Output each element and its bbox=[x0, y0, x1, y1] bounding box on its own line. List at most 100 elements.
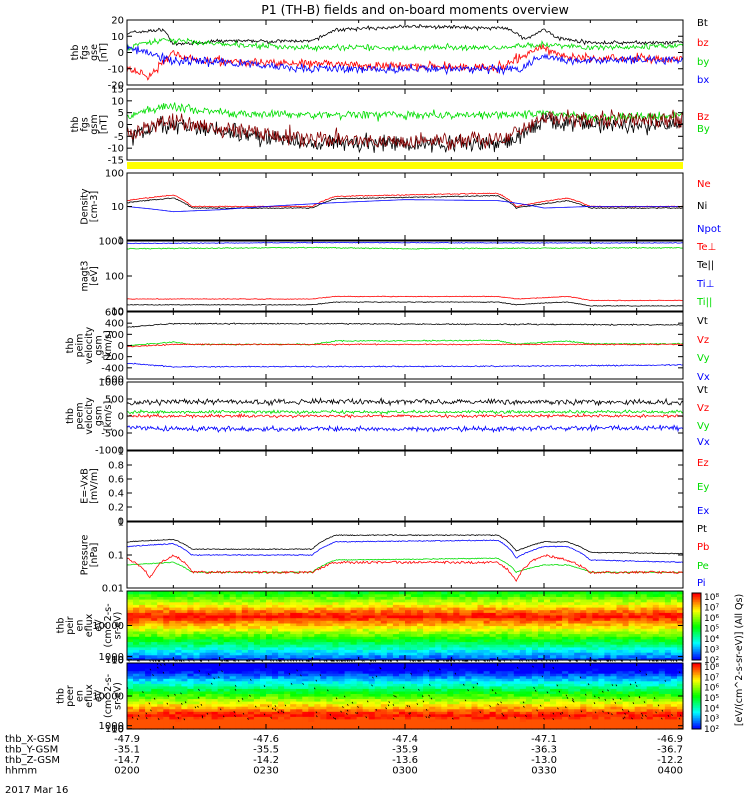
heatmap-cell bbox=[471, 678, 479, 682]
heatmap-cell bbox=[592, 593, 599, 597]
heatmap-cell bbox=[145, 696, 152, 700]
heatmap-cell bbox=[314, 638, 321, 643]
heatmap-cell bbox=[223, 646, 231, 650]
heatmap-cell bbox=[229, 665, 237, 669]
heatmap-cell bbox=[677, 657, 684, 661]
heatmap-cell bbox=[133, 636, 140, 640]
heatmap-cell bbox=[217, 698, 225, 702]
heatmap-cell bbox=[423, 696, 430, 700]
heatmap-cell bbox=[399, 688, 406, 692]
heatmap-cell bbox=[229, 708, 237, 712]
heatmap-cell bbox=[622, 596, 630, 600]
heatmap-cell bbox=[302, 721, 309, 725]
heatmap-cell bbox=[344, 609, 352, 613]
heatmap-cell bbox=[326, 617, 333, 621]
heatmap-cell bbox=[241, 641, 249, 645]
heatmap-cell bbox=[151, 703, 158, 707]
heatmap-cell bbox=[392, 723, 400, 727]
heatmap-cell bbox=[604, 636, 611, 640]
heatmap-cell bbox=[284, 604, 291, 608]
heatmap-cell bbox=[284, 649, 291, 653]
heatmap-cell bbox=[235, 599, 243, 603]
heatmap-cell bbox=[586, 698, 593, 702]
heatmap-cell bbox=[610, 622, 618, 627]
heatmap-cell bbox=[139, 633, 146, 637]
heatmap-cell bbox=[544, 593, 551, 597]
heatmap-cell bbox=[562, 683, 569, 687]
heatmap-cell bbox=[157, 721, 164, 725]
heatmap-cell bbox=[538, 680, 545, 684]
heatmap-cell bbox=[550, 646, 557, 650]
heatmap-cell bbox=[417, 604, 424, 608]
heatmap-cell bbox=[610, 665, 618, 669]
heatmap-cell bbox=[338, 620, 346, 624]
heatmap-cell bbox=[139, 696, 146, 700]
heatmap-cell bbox=[199, 620, 207, 624]
heatmap-cell bbox=[235, 644, 243, 648]
heatmap-cell bbox=[441, 604, 448, 608]
heatmap-cell bbox=[362, 630, 370, 635]
heatmap-cell bbox=[483, 620, 491, 624]
y-tick-label: 10000 bbox=[92, 621, 124, 632]
heatmap-cell bbox=[139, 668, 146, 672]
heatmap-cell bbox=[266, 654, 273, 658]
heatmap-cell bbox=[429, 718, 436, 722]
heatmap-cell bbox=[169, 633, 176, 637]
y-tick-label: 10 bbox=[111, 655, 124, 666]
heatmap-cell bbox=[465, 726, 472, 730]
heatmap-cell bbox=[175, 665, 182, 669]
heatmap-cell bbox=[574, 685, 581, 689]
heatmap-cell bbox=[519, 601, 527, 605]
heatmap-cell bbox=[453, 612, 460, 616]
heatmap-cell bbox=[374, 654, 382, 658]
heatmap-cell bbox=[163, 706, 170, 710]
heatmap-cell bbox=[392, 630, 400, 635]
heatmap-cell bbox=[386, 723, 394, 727]
heatmap-cell bbox=[634, 617, 642, 621]
heatmap-cell bbox=[513, 614, 521, 619]
heatmap-cell bbox=[181, 726, 188, 730]
heatmap-cell bbox=[193, 698, 201, 702]
heatmap-cell bbox=[181, 625, 188, 629]
heatmap-cell bbox=[217, 665, 225, 669]
heatmap-cell bbox=[495, 630, 503, 635]
heatmap-cell bbox=[253, 693, 261, 697]
heatmap-cell bbox=[211, 696, 219, 700]
heatmap-cell bbox=[290, 609, 297, 613]
heatmap-cell bbox=[127, 625, 134, 629]
heatmap-cell bbox=[253, 718, 261, 722]
heatmap-cell bbox=[193, 708, 201, 712]
heatmap-cell bbox=[163, 604, 170, 608]
heatmap-cell bbox=[459, 617, 466, 621]
heatmap-cell bbox=[235, 620, 243, 624]
heatmap-cell bbox=[139, 617, 146, 621]
heatmap-cell bbox=[592, 708, 599, 712]
heatmap-cell bbox=[241, 606, 249, 611]
heatmap-cell bbox=[380, 708, 388, 712]
heatmap-cell bbox=[145, 606, 152, 611]
heatmap-cell bbox=[362, 716, 370, 720]
heatmap-cell bbox=[278, 703, 285, 707]
heatmap-cell bbox=[290, 690, 297, 694]
heatmap-cell bbox=[326, 703, 333, 707]
heatmap-cell bbox=[386, 612, 394, 616]
heatmap-cell bbox=[610, 601, 618, 605]
heatmap-cell bbox=[507, 663, 515, 667]
heatmap-cell bbox=[477, 644, 485, 648]
heatmap-cell bbox=[507, 701, 515, 705]
heatmap-cell bbox=[362, 591, 370, 595]
heatmap-cell bbox=[314, 641, 321, 645]
heatmap-cell bbox=[217, 718, 225, 722]
heatmap-cell bbox=[604, 711, 611, 715]
heatmap-cell bbox=[501, 620, 509, 624]
y-axis-label-line: magt3 bbox=[79, 261, 90, 292]
heatmap-cell bbox=[169, 678, 176, 682]
heatmap-cell bbox=[151, 601, 158, 605]
heatmap-cell bbox=[380, 606, 388, 611]
heatmap-cell bbox=[483, 633, 491, 637]
heatmap-cell bbox=[592, 630, 599, 635]
heatmap-cell bbox=[411, 675, 418, 679]
heatmap-cell bbox=[556, 670, 563, 674]
heatmap-cell bbox=[223, 601, 231, 605]
heatmap-cell bbox=[519, 665, 527, 669]
